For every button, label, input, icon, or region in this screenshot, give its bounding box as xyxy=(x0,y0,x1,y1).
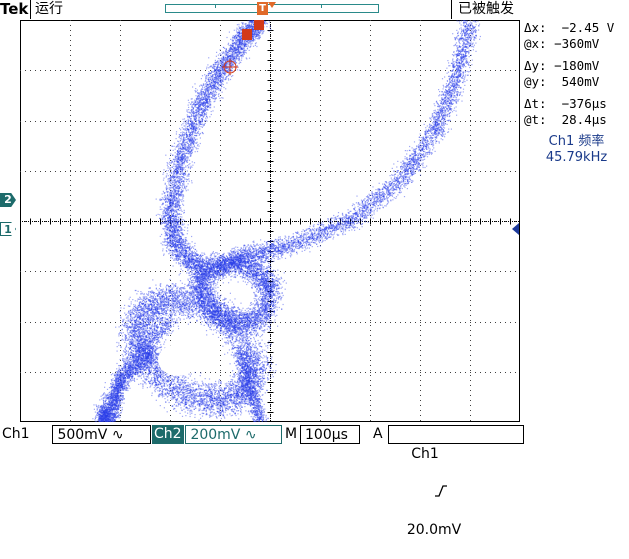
trigger-level: 20.0mV xyxy=(407,522,461,538)
frequency-value: 45.79kHz xyxy=(524,150,629,166)
trigger-source: Ch1 xyxy=(407,446,439,462)
delta-t-readout: Δt: −376μs xyxy=(524,96,629,112)
ring-hole xyxy=(158,344,198,376)
timebase-label: M xyxy=(285,425,297,444)
timebase-value[interactable]: 100μs xyxy=(300,425,360,444)
ch2-ground-marker[interactable]: 2 xyxy=(0,193,16,207)
at-y-readout: @y: 540mV xyxy=(524,74,629,90)
rising-edge-icon xyxy=(407,464,421,521)
run-state: 运行 xyxy=(35,0,63,19)
trace-cursor-flag xyxy=(254,20,264,30)
delta-x-readout: Δx: −2.45 V xyxy=(524,20,629,36)
ch2-scale[interactable]: 200mV ∿ xyxy=(185,425,282,444)
trace-cursor-flag xyxy=(242,29,252,40)
ch2-label[interactable]: Ch2 xyxy=(152,425,184,444)
trigger-mode-label: A xyxy=(373,425,383,444)
brand-logo: Tek xyxy=(0,0,28,19)
ch1-label[interactable]: Ch1 xyxy=(0,425,52,444)
trigger-settings[interactable]: Ch1 20.0mV xyxy=(388,425,524,444)
trigger-position-marker[interactable]: T xyxy=(257,2,268,15)
cursor-readouts: Δx: −2.45 V @x: −360mV Δy: −180mV @y: 54… xyxy=(524,20,629,166)
at-x-readout: @x: −360mV xyxy=(524,36,629,52)
ch1-scale[interactable]: 500mV ∿ xyxy=(52,425,151,444)
divider xyxy=(30,0,31,19)
trigger-point-arrow xyxy=(268,2,276,8)
status-bar: Tek 运行 T 已被触发 xyxy=(0,0,629,19)
at-t-readout: @t: 28.4μs xyxy=(524,112,629,128)
settings-bar: Ch1 500mV ∿ Ch2 200mV ∿ M 100μs A Ch1 20… xyxy=(0,425,629,444)
trigger-level-arrow[interactable] xyxy=(512,223,519,235)
trigger-state: 已被触发 xyxy=(451,0,629,19)
graticule xyxy=(20,20,520,422)
delta-y-readout: Δy: −180mV xyxy=(524,58,629,74)
ch1-ground-marker[interactable]: 1 xyxy=(0,222,16,236)
waveform-display xyxy=(20,20,520,422)
frequency-label: Ch1 频率 xyxy=(524,134,629,150)
